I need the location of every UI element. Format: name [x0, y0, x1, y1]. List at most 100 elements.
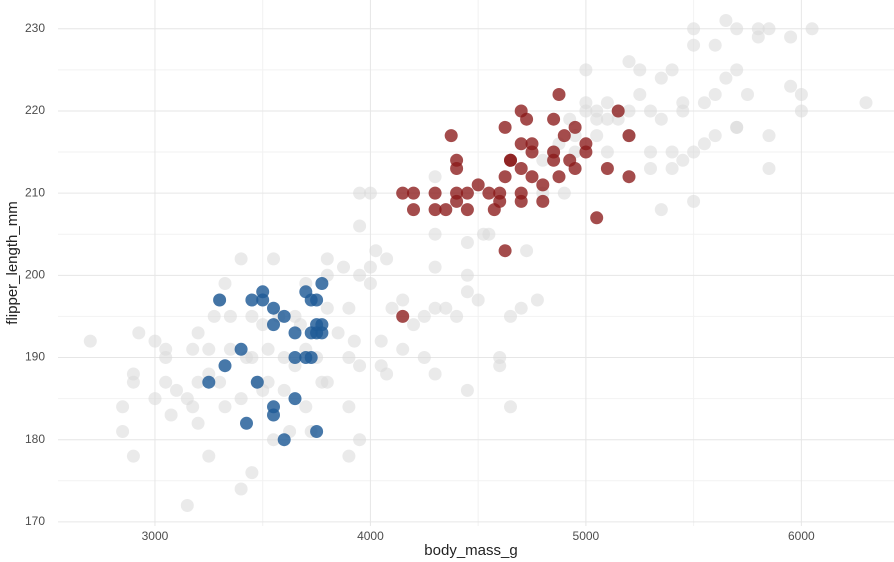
highlight-group-2-point: [611, 104, 625, 118]
background-point: [579, 63, 593, 77]
background-point: [622, 104, 636, 118]
background-point: [218, 400, 232, 414]
background-point: [363, 260, 377, 274]
background-point: [751, 22, 765, 36]
background-point: [794, 104, 808, 118]
highlight-group-1-point: [315, 326, 329, 340]
background-point: [353, 359, 367, 373]
background-point: [762, 22, 776, 36]
background-point: [514, 301, 528, 315]
highlight-group-2-point: [439, 203, 453, 217]
highlight-group-2-point: [498, 244, 512, 258]
background-point: [644, 104, 657, 118]
highlight-group-2-point: [450, 162, 464, 175]
background-point: [234, 252, 248, 266]
highlight-group-1-point: [267, 318, 280, 332]
y-tick-label: 170: [25, 514, 45, 528]
highlight-group-2-point: [396, 309, 410, 323]
background-point: [471, 293, 485, 307]
y-axis-title: flipper_length_mm: [4, 201, 21, 324]
background-point: [428, 301, 442, 315]
background-point: [159, 375, 173, 389]
highlight-group-1-point: [234, 342, 248, 356]
background-point: [83, 334, 97, 348]
highlight-group-2-point: [622, 170, 636, 184]
background-point: [320, 301, 334, 315]
highlight-group-1-point: [267, 408, 280, 422]
background-point: [126, 375, 140, 389]
background-point: [687, 145, 701, 159]
background-point: [342, 400, 356, 414]
background-point: [794, 88, 808, 101]
background-point: [342, 351, 356, 364]
highlight-group-2-point: [444, 129, 458, 143]
x-tick-label: 5000: [573, 529, 600, 543]
background-point: [762, 162, 776, 175]
background-point: [223, 342, 237, 356]
highlight-group-1-point: [267, 301, 280, 315]
background-point: [708, 38, 722, 52]
background-point: [708, 129, 722, 143]
background-point: [450, 309, 464, 323]
y-tick-label: 220: [25, 103, 45, 117]
highlight-group-1-point: [315, 277, 329, 290]
background-point: [202, 342, 216, 356]
highlight-group-1-point: [310, 293, 324, 307]
background-point: [762, 129, 776, 143]
highlight-group-2-point: [450, 194, 464, 208]
background-point: [245, 351, 259, 364]
background-point: [337, 260, 350, 274]
background-point: [504, 400, 517, 414]
y-tick-label: 200: [25, 268, 45, 282]
background-point: [207, 309, 221, 323]
background-point: [353, 268, 367, 282]
background-point: [256, 318, 270, 332]
background-point: [353, 433, 367, 447]
background-point: [665, 162, 679, 175]
background-point: [342, 449, 356, 463]
background-point: [665, 63, 679, 77]
highlight-group-2-point: [536, 178, 550, 192]
highlight-group-2-point: [579, 137, 593, 151]
background-point: [374, 334, 388, 348]
background-point: [676, 104, 690, 118]
background-point: [380, 252, 394, 266]
x-tick-label: 4000: [357, 529, 384, 543]
background-point: [644, 162, 657, 175]
background-point: [261, 342, 275, 356]
highlight-group-2-point: [482, 186, 496, 200]
background-point: [223, 309, 237, 323]
background-point: [186, 342, 200, 356]
background-point: [730, 22, 744, 36]
background-point: [202, 449, 216, 463]
highlight-group-2-point: [407, 203, 420, 217]
background-point: [676, 153, 690, 167]
background-point: [417, 351, 431, 364]
background-point: [299, 400, 313, 414]
background-point: [654, 71, 668, 85]
background-point: [417, 309, 431, 323]
highlight-group-1-point: [277, 433, 291, 447]
background-point: [277, 351, 291, 364]
background-point: [687, 22, 701, 36]
background-point: [633, 88, 647, 101]
background-point: [730, 120, 744, 134]
x-tick-label: 3000: [142, 529, 169, 543]
highlight-group-1-point: [288, 326, 302, 340]
highlight-group-1-point: [240, 416, 253, 430]
background-point: [520, 244, 534, 258]
highlight-group-1-point: [256, 293, 270, 307]
background-point: [385, 301, 399, 315]
highlight-group-2-point: [552, 170, 566, 184]
highlight-group-2-point: [552, 88, 566, 101]
background-point: [644, 145, 657, 159]
background-point: [600, 112, 614, 126]
background-point: [363, 277, 377, 290]
background-point: [622, 55, 636, 69]
highlight-group-1-point: [288, 392, 302, 406]
highlight-group-2-point: [557, 129, 571, 143]
background-point: [164, 408, 178, 422]
background-point: [218, 277, 232, 290]
background-point: [407, 318, 420, 332]
